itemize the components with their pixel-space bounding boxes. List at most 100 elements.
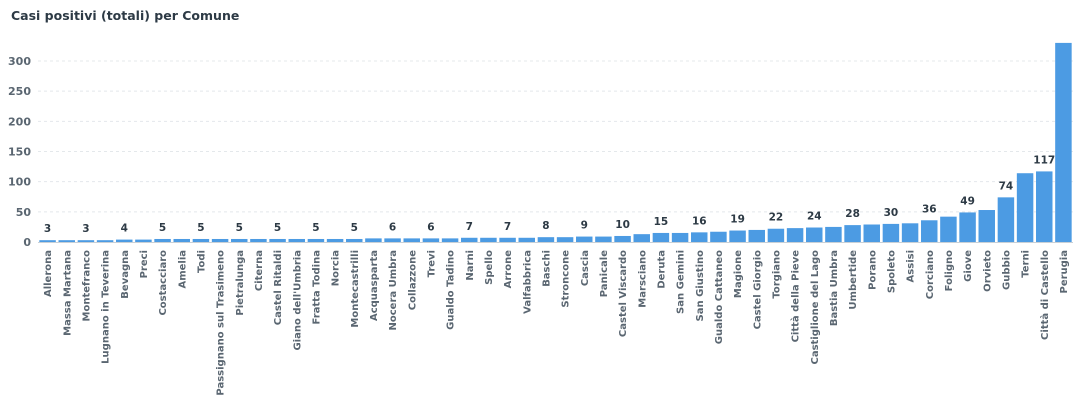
bar[interactable]	[671, 232, 689, 242]
bar[interactable]	[844, 225, 861, 242]
x-tick-label: Citerna	[254, 250, 265, 291]
bar[interactable]	[767, 228, 785, 242]
bar[interactable]	[365, 238, 382, 242]
bar[interactable]	[748, 229, 765, 242]
bar[interactable]	[116, 239, 133, 242]
chart-title: Casi positivi (totali) per Comune	[11, 8, 240, 23]
bar[interactable]	[518, 237, 535, 242]
bar[interactable]	[192, 238, 210, 242]
x-tick-label: Giano dell'Umbria	[292, 250, 303, 351]
x-tick-label: Foligno	[944, 250, 955, 291]
x-tick-label: Todi	[196, 250, 207, 273]
bar[interactable]	[576, 236, 593, 242]
bar[interactable]	[863, 224, 880, 243]
bar[interactable]	[250, 238, 267, 242]
bar[interactable]	[806, 227, 823, 242]
bar[interactable]	[384, 238, 401, 242]
bar[interactable]	[691, 232, 708, 242]
x-tick-label: Bastia Umbra	[829, 250, 840, 326]
x-tick-label: Castiglione del Lago	[810, 250, 821, 365]
bar[interactable]	[959, 212, 976, 242]
bar[interactable]	[346, 238, 363, 242]
x-tick-label: Gualdo Tadino	[446, 250, 457, 330]
x-tick-label: Costacciaro	[158, 250, 169, 316]
bar[interactable]	[997, 197, 1015, 242]
x-tick-label: Amelia	[177, 250, 188, 289]
x-tick-label: Porano	[867, 250, 878, 290]
bar[interactable]	[211, 238, 229, 242]
data-label: 22	[769, 212, 784, 224]
x-tick-label: Acquasparta	[369, 250, 380, 321]
bar[interactable]	[652, 232, 670, 242]
data-label: 6	[389, 221, 396, 233]
bar[interactable]	[633, 234, 650, 242]
x-tick-label: Arrone	[503, 250, 514, 289]
bar[interactable]	[480, 237, 497, 242]
bar[interactable]	[96, 240, 114, 242]
data-label: 3	[82, 223, 89, 235]
x-tick-label: Baschi	[541, 250, 552, 287]
y-axis: 0 50 100 150 200 250 300	[8, 55, 31, 249]
y-tick-label: 250	[8, 85, 31, 98]
x-tick-label: Castel Viscardo	[618, 250, 629, 337]
data-label: 15	[654, 216, 669, 228]
bar[interactable]	[978, 210, 995, 242]
bars	[39, 42, 1072, 243]
bar[interactable]	[441, 238, 459, 242]
x-tick-label: Collazzone	[407, 250, 418, 310]
x-tick-label: Umbertide	[848, 250, 859, 310]
bar[interactable]	[307, 238, 325, 242]
y-tick-label: 300	[8, 55, 31, 68]
x-tick-label: Spoleto	[886, 250, 897, 293]
bar[interactable]	[1036, 171, 1053, 242]
bar[interactable]	[595, 236, 612, 242]
data-label: 5	[312, 222, 319, 234]
data-label: 5	[159, 222, 166, 234]
bar[interactable]	[269, 238, 286, 242]
gridlines	[38, 60, 1073, 213]
data-label: 8	[542, 220, 549, 232]
x-tick-label: Montefranco	[81, 250, 92, 322]
bar[interactable]	[901, 223, 919, 242]
bar[interactable]	[940, 216, 957, 242]
data-label: 49	[960, 195, 975, 207]
bar[interactable]	[921, 220, 938, 242]
bar[interactable]	[499, 237, 516, 242]
bar[interactable]	[288, 238, 305, 242]
bar[interactable]	[422, 238, 440, 242]
bar[interactable]	[729, 230, 746, 242]
bar[interactable]	[39, 240, 56, 242]
data-label: 9	[581, 220, 588, 232]
bar[interactable]	[537, 237, 555, 242]
bar[interactable]	[173, 238, 190, 242]
bar[interactable]	[135, 239, 152, 242]
x-tick-label: Trevi	[426, 250, 437, 277]
bar[interactable]	[1055, 42, 1072, 243]
data-label: 10	[615, 219, 630, 231]
bar[interactable]	[786, 228, 804, 242]
x-tick-label: Città della Pieve	[790, 250, 802, 343]
bar[interactable]	[58, 240, 75, 242]
bar[interactable]	[710, 231, 727, 242]
bar[interactable]	[1016, 173, 1034, 242]
data-label: 7	[466, 221, 473, 233]
bar[interactable]	[461, 237, 478, 242]
bar[interactable]	[882, 223, 900, 242]
data-label: 36	[922, 203, 937, 215]
bar[interactable]	[614, 235, 631, 242]
x-tick-label: Narni	[465, 250, 476, 281]
x-tick-label: Panicale	[599, 250, 610, 297]
bar[interactable]	[231, 238, 248, 242]
x-tick-label: Marsciano	[637, 250, 648, 308]
x-tick-label: Cascia	[580, 250, 591, 286]
bar[interactable]	[326, 238, 344, 242]
bar[interactable]	[825, 226, 842, 242]
x-tick-label: Norcia	[331, 250, 342, 286]
x-tick-label: Città di Castello	[1039, 250, 1051, 340]
bar[interactable]	[77, 240, 95, 242]
bar[interactable]	[403, 238, 420, 242]
bar[interactable]	[154, 238, 171, 242]
x-tick-label: Massa Martana	[62, 250, 73, 336]
x-tick-label: Valfabbrica	[522, 250, 533, 314]
bar[interactable]	[556, 237, 574, 242]
